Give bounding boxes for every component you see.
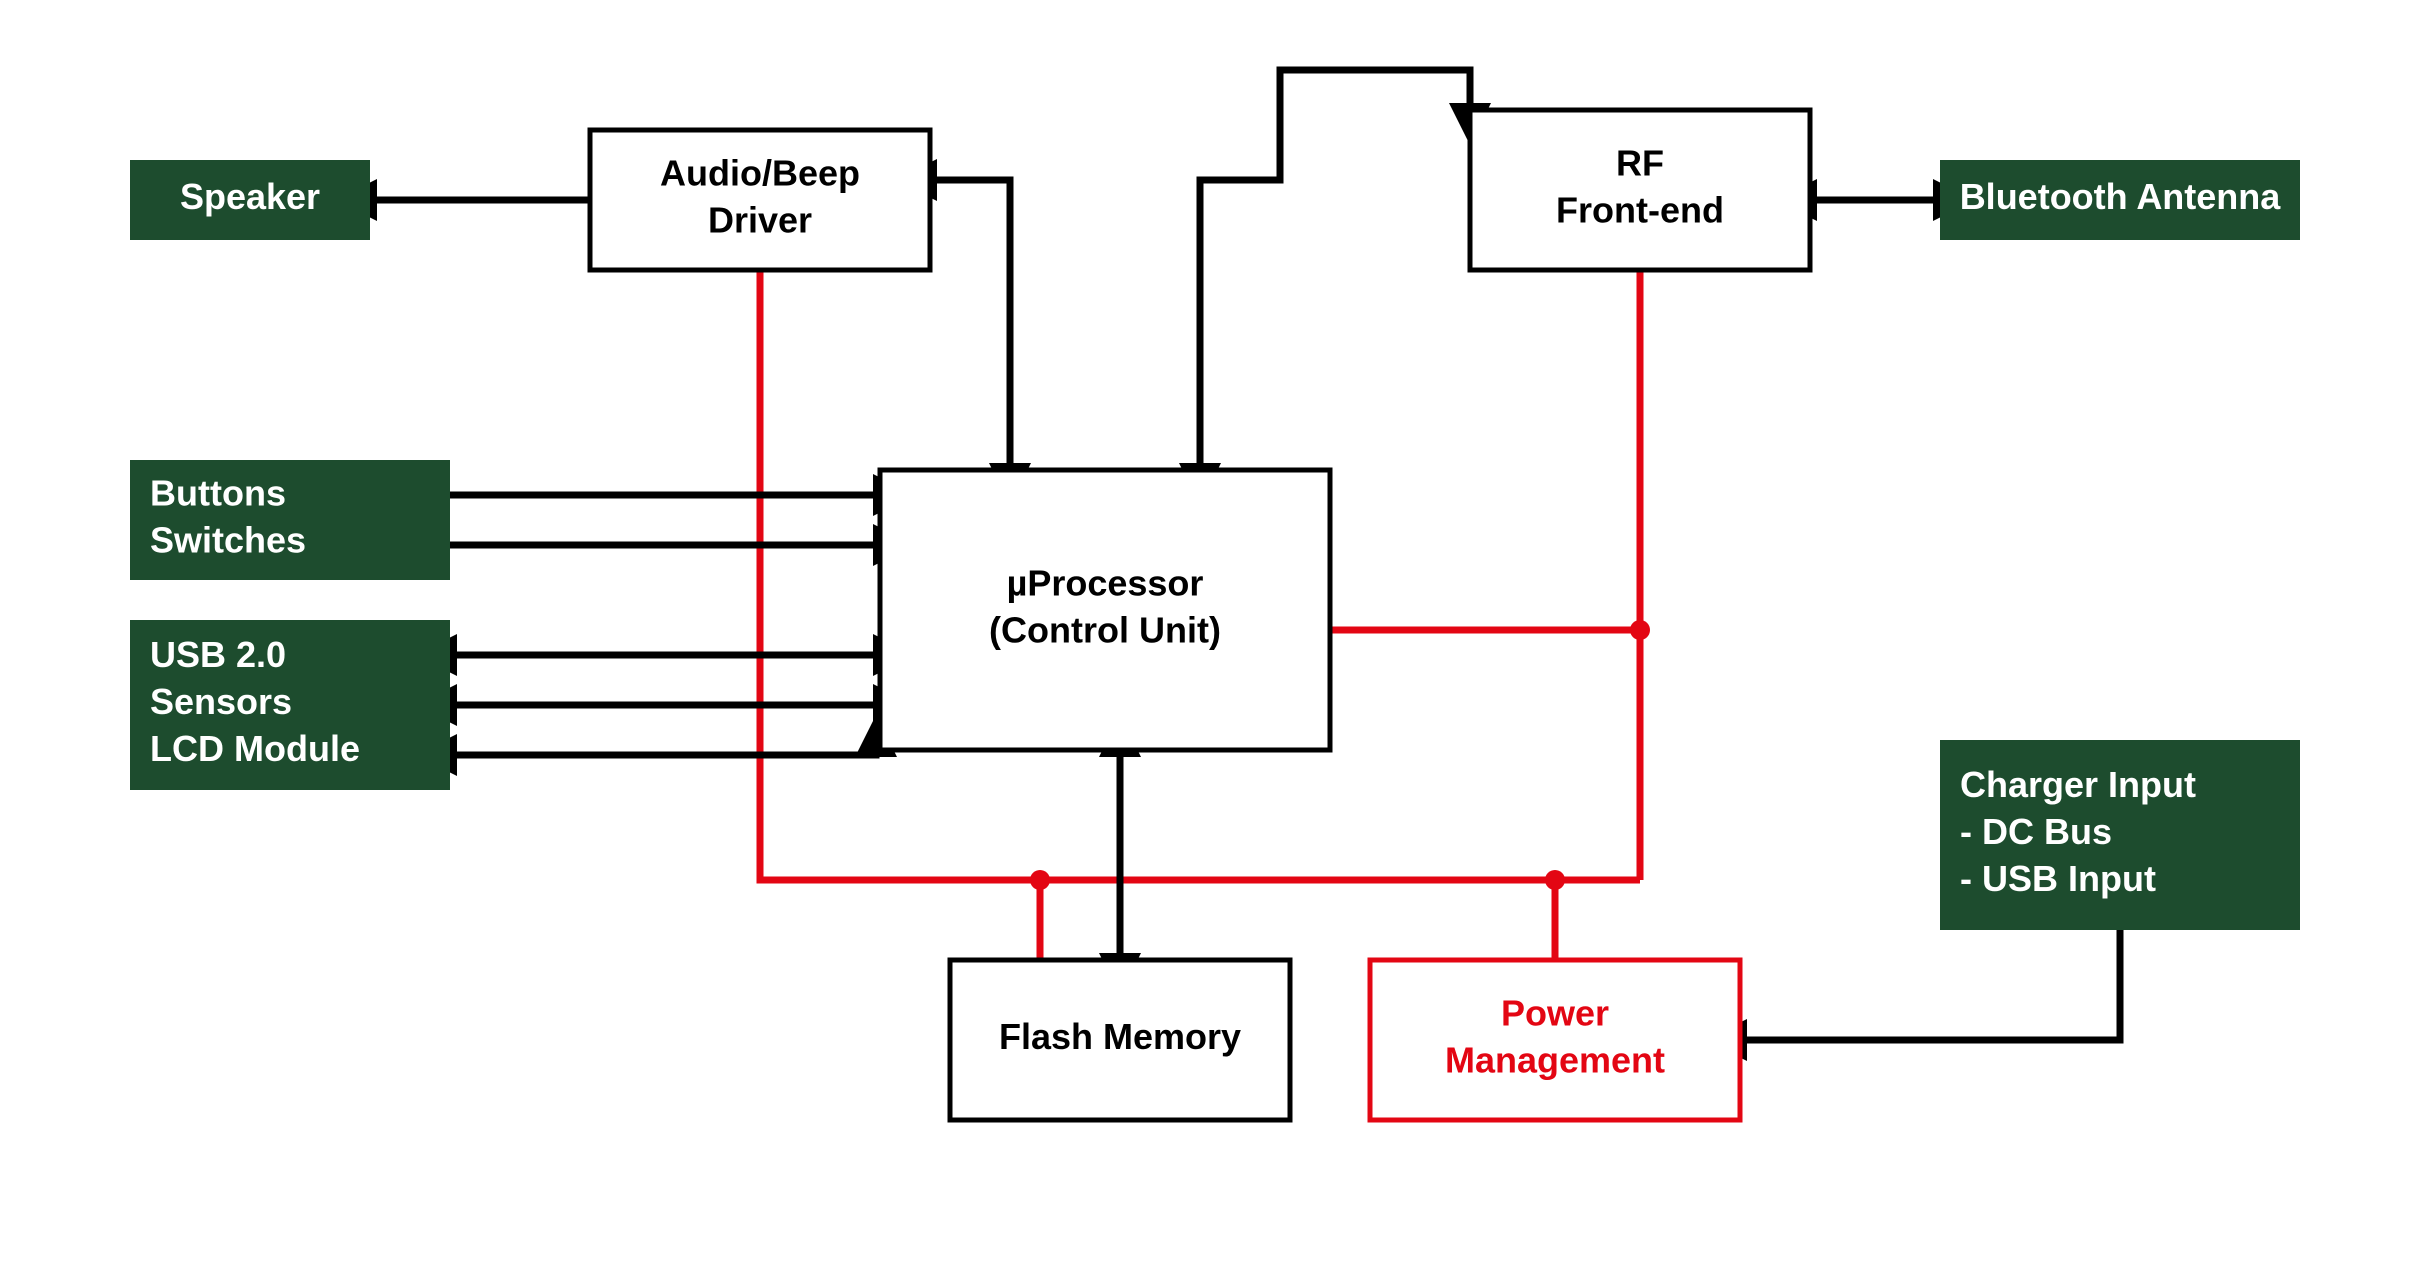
junction	[1630, 620, 1650, 640]
node-buttons-label: Switches	[150, 519, 306, 560]
connector	[1200, 70, 1470, 470]
connector	[930, 180, 1010, 470]
junction	[1030, 870, 1050, 890]
node-charger-label: - DC Bus	[1960, 811, 2112, 852]
connector	[1740, 930, 2120, 1040]
node-usb-label: USB 2.0	[150, 634, 286, 675]
node-speaker-label: Speaker	[180, 176, 320, 217]
node-rf-label: RF	[1616, 143, 1664, 184]
node-cpu-label: µProcessor	[1007, 563, 1204, 604]
node-power-label: Power	[1501, 993, 1609, 1034]
node-power-label: Management	[1445, 1039, 1665, 1080]
node-buttons-label: Buttons	[150, 473, 286, 514]
node-audio-label: Driver	[708, 199, 812, 240]
connector	[450, 750, 876, 755]
node-usb-label: Sensors	[150, 681, 292, 722]
node-rf-label: Front-end	[1556, 189, 1724, 230]
node-bt-label: Bluetooth Antenna	[1960, 176, 2282, 217]
node-flash-label: Flash Memory	[999, 1016, 1241, 1057]
node-charger-label: - USB Input	[1960, 858, 2156, 899]
node-charger-label: Charger Input	[1960, 764, 2196, 805]
block-diagram: Speaker Audio/Beep Driver RF Front-end Blueto…	[0, 0, 2409, 1288]
node-cpu-label: (Control Unit)	[989, 609, 1221, 650]
node-audio-label: Audio/Beep	[660, 153, 860, 194]
node-usb-label: LCD Module	[150, 728, 360, 769]
